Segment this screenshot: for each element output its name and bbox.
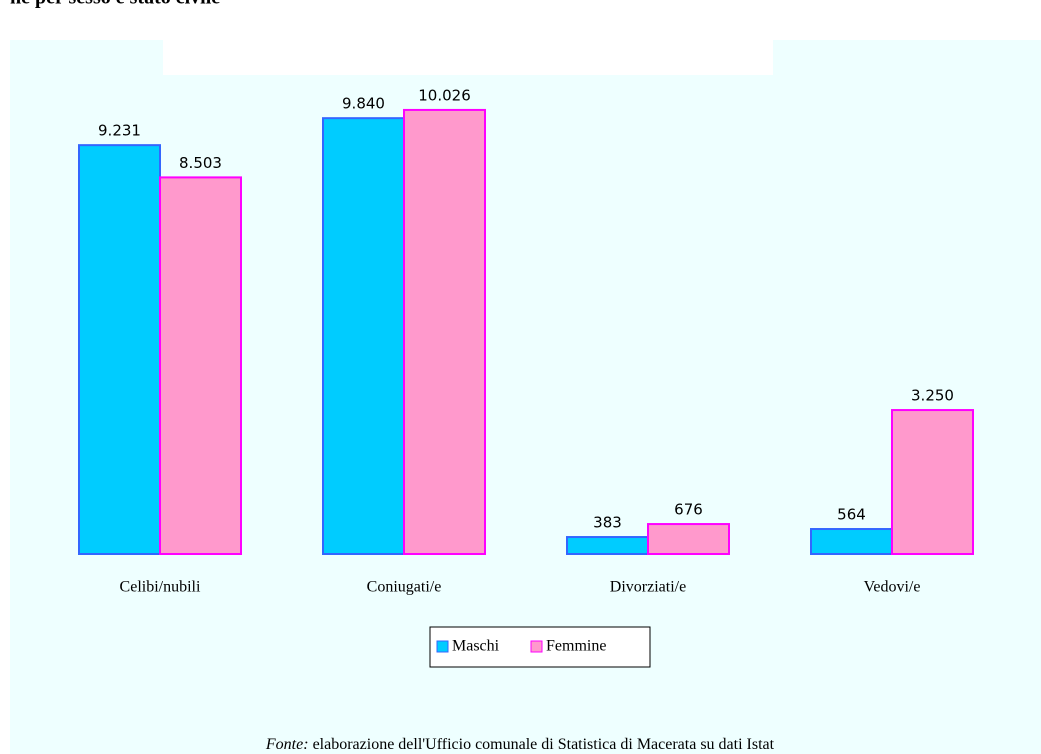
bar — [566, 536, 649, 555]
bar — [810, 528, 893, 555]
source-text: elaborazione dell'Ufficio comunale di St… — [313, 736, 775, 753]
value-label: 9.231 — [98, 122, 141, 140]
x-tick-label: Celibi/nubili — [120, 579, 201, 596]
value-label: 564 — [837, 506, 866, 524]
bar — [159, 176, 242, 555]
chart-title: ne per sesso e stato civile — [10, 0, 220, 9]
value-label: 8.503 — [179, 154, 222, 172]
value-label: 676 — [674, 501, 703, 519]
legend-swatch — [530, 640, 543, 653]
x-tick-label: Divorziati/e — [610, 579, 686, 596]
legend-swatch — [436, 640, 449, 653]
bar — [891, 409, 974, 555]
bar — [647, 523, 730, 555]
bar — [78, 144, 161, 556]
value-label: 10.026 — [418, 86, 471, 104]
bar — [403, 108, 486, 556]
header-band — [163, 5, 773, 75]
value-label: 3.250 — [911, 387, 954, 405]
legend-label: Maschi — [452, 638, 500, 655]
source-label: Fonte: — [265, 736, 309, 753]
value-label: 9.840 — [342, 95, 385, 113]
bar — [322, 117, 405, 555]
x-tick-label: Coniugati/e — [367, 579, 442, 596]
x-tick-label: Vedovi/e — [864, 579, 921, 596]
legend-label: Femmine — [546, 638, 606, 655]
source-note: Fonte: elaborazione dell'Ufficio comunal… — [265, 736, 775, 753]
value-label: 383 — [593, 514, 622, 532]
